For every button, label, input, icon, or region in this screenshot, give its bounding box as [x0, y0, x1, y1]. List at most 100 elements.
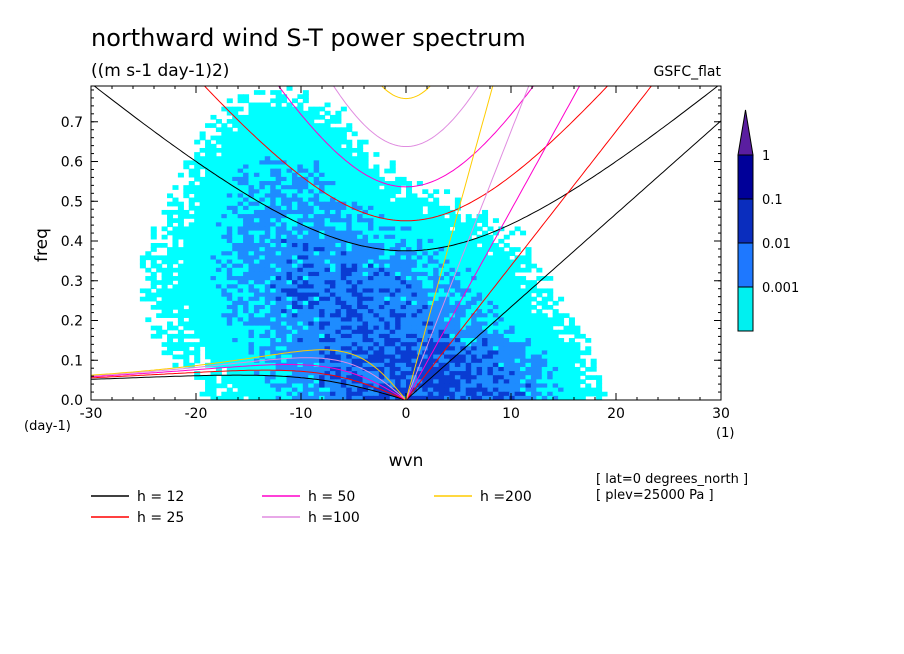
contour-cell: [514, 259, 521, 265]
contour-cell: [210, 395, 217, 400]
contour-cell: [427, 230, 434, 236]
contour-cell: [313, 181, 320, 186]
contour-cell: [194, 321, 201, 327]
contour-cell: [329, 201, 336, 207]
contour-cell: [232, 234, 239, 240]
contour-cell: [547, 292, 554, 298]
contour-cell: [351, 317, 358, 323]
contour-cell: [324, 164, 331, 170]
contour-cell: [454, 333, 461, 339]
contour-cell: [286, 139, 293, 145]
contour-cell: [411, 222, 418, 228]
contour-cell: [357, 234, 364, 240]
contour-cell: [411, 333, 418, 339]
contour-cell: [205, 255, 212, 261]
contour-cell: [156, 263, 163, 269]
contour-cell: [389, 222, 396, 228]
contour-cell: [536, 309, 543, 314]
y-axis-unit: (day-1): [24, 419, 71, 434]
contour-cell: [297, 193, 304, 199]
contour-cell: [427, 201, 434, 207]
contour-cell: [552, 366, 559, 372]
contour-cell: [487, 255, 494, 261]
contour-cell: [536, 375, 543, 380]
contour-cell: [335, 333, 342, 339]
contour-cell: [264, 358, 271, 364]
contour-cell: [302, 139, 309, 145]
contour-cell: [264, 276, 271, 281]
contour-cell: [259, 280, 266, 285]
contour-cell: [221, 317, 228, 323]
contour-cell: [275, 247, 282, 252]
contour-cell: [558, 366, 565, 372]
contour-cell: [411, 309, 418, 314]
contour-cell: [444, 309, 451, 314]
contour-cell: [308, 127, 315, 133]
contour-cell: [297, 395, 304, 400]
contour-cell: [558, 362, 565, 368]
contour-cell: [215, 234, 222, 240]
contour-cell: [291, 391, 298, 397]
contour-cell: [221, 234, 228, 240]
contour-cell: [161, 276, 168, 281]
contour-cell: [259, 338, 266, 343]
contour-cell: [270, 267, 277, 273]
contour-cell: [264, 243, 271, 248]
contour-cell: [471, 325, 478, 331]
contour-cell: [514, 247, 521, 252]
contour-cell: [444, 371, 451, 376]
contour-cell: [482, 238, 489, 244]
contour-cell: [297, 156, 304, 161]
contour-cell: [357, 309, 364, 314]
contour-cell: [226, 168, 233, 174]
contour-cell: [367, 358, 375, 364]
contour-cell: [199, 292, 206, 298]
contour-cell: [281, 197, 288, 203]
contour-cell: [275, 263, 282, 269]
contour-cell: [308, 114, 315, 120]
annotation-latitude: [ lat=0 degrees_north ]: [596, 472, 748, 487]
contour-cell: [313, 114, 320, 120]
contour-cell: [167, 255, 174, 261]
contour-cell: [324, 102, 331, 108]
contour-cell: [568, 317, 575, 323]
contour-cell: [264, 325, 271, 331]
contour-cell: [460, 300, 467, 306]
contour-cell: [232, 160, 239, 166]
contour-cell: [476, 271, 483, 277]
contour-cell: [487, 329, 494, 335]
contour-cell: [585, 366, 592, 372]
contour-cell: [552, 358, 559, 364]
contour-cell: [378, 317, 385, 323]
contour-cell: [438, 350, 445, 356]
contour-cell: [275, 338, 282, 343]
contour-cell: [270, 358, 277, 364]
contour-cell: [167, 321, 174, 327]
contour-cell: [427, 371, 434, 376]
contour-cell: [454, 259, 461, 265]
contour-cell: [465, 255, 472, 261]
contour-cell: [340, 366, 347, 372]
contour-cell: [275, 366, 282, 372]
contour-cell: [177, 292, 184, 298]
contour-cell: [340, 176, 347, 182]
contour-cell: [324, 181, 331, 186]
contour-cell: [503, 304, 510, 310]
contour-cell: [552, 346, 559, 352]
contour-cell: [221, 193, 228, 199]
contour-cell: [183, 189, 190, 195]
contour-cell: [248, 387, 255, 393]
contour-cell: [275, 176, 282, 182]
contour-cell: [346, 127, 353, 133]
contour-cell: [281, 292, 288, 298]
contour-cell: [237, 304, 244, 310]
contour-cell: [362, 267, 369, 273]
contour-cell: [194, 185, 201, 190]
contour-cell: [460, 350, 467, 356]
contour-cell: [579, 387, 586, 393]
contour-cell: [253, 147, 260, 153]
contour-cell: [460, 329, 467, 335]
contour-cell: [248, 251, 255, 256]
contour-cell: [221, 362, 228, 368]
contour-cell: [340, 168, 347, 174]
